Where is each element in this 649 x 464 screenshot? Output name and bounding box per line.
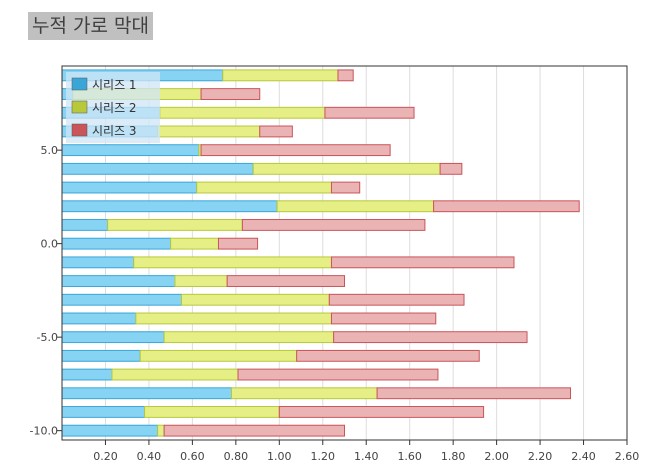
bar-segment-series-2 <box>159 106 326 119</box>
x-tick-label: 0.80 <box>224 450 249 463</box>
bar-segment-series-1 <box>61 331 165 344</box>
bar-segment-series-2 <box>157 424 165 437</box>
x-tick-label: 1.60 <box>397 450 422 463</box>
x-tick-label: 2.00 <box>484 450 509 463</box>
legend-label-series-3: 시리즈 3 <box>92 124 137 138</box>
bar-segment-series-3 <box>433 200 580 213</box>
bar-segment-series-3 <box>337 69 354 82</box>
x-tick-label: 0.60 <box>180 450 205 463</box>
bar-segment-series-1 <box>61 200 278 213</box>
bar-segment-series-3 <box>163 424 345 437</box>
bar-segment-series-3 <box>278 406 485 418</box>
bar-segment-series-3 <box>330 256 515 269</box>
x-tick-label: 2.20 <box>528 450 553 463</box>
x-tick-label: 0.40 <box>137 450 162 463</box>
bar-segment-series-1 <box>61 424 159 437</box>
bar-segment-series-3 <box>241 219 426 231</box>
bar-segment-series-3 <box>439 162 463 175</box>
bar-segment-series-3 <box>237 368 439 381</box>
y-tick-label: 0.0 <box>41 238 59 251</box>
x-tick-label: 0.20 <box>93 450 118 463</box>
bar-segment-series-1 <box>61 219 109 231</box>
bar-segment-series-3 <box>324 106 415 119</box>
bar-segment-series-3 <box>226 275 345 287</box>
legend-swatch-series-3 <box>71 123 88 137</box>
bar-segment-series-2 <box>135 312 332 325</box>
bar-segment-series-1 <box>61 237 172 250</box>
bar-segment-series-2 <box>222 69 339 82</box>
x-tick-label: 1.00 <box>267 450 292 463</box>
bar-segment-series-2 <box>174 275 228 287</box>
bar-segment-series-3 <box>217 237 259 250</box>
y-axis-ticks: 5.0 0.0 -5.0 -10.0 <box>30 144 62 438</box>
bar-segment-series-1 <box>61 312 137 325</box>
bar-segment-series-3 <box>259 125 293 138</box>
bar-segment-series-2 <box>276 200 435 213</box>
bar-segment-series-2 <box>139 349 298 362</box>
bar-segment-series-1 <box>61 181 198 194</box>
bar-segment-series-1 <box>61 275 176 287</box>
bar-segment-series-1 <box>61 256 135 269</box>
bar-segment-series-3 <box>333 331 528 344</box>
bar-segment-series-2 <box>133 256 332 269</box>
bar-segment-series-3 <box>330 312 437 325</box>
x-tick-label: 1.20 <box>311 450 336 463</box>
x-tick-label: 1.80 <box>441 450 466 463</box>
x-axis-ticks: 0.20 0.40 0.60 0.80 1.00 1.20 1.40 1.60 1.80 2.00… <box>93 440 639 463</box>
legend-swatch-series-2 <box>71 100 88 114</box>
bar-segment-series-1 <box>61 144 200 157</box>
bar-segment-series-1 <box>61 162 254 175</box>
bar-segment-series-3 <box>330 181 361 194</box>
bar-segment-series-1 <box>61 387 232 400</box>
y-tick-label: -5.0 <box>37 331 58 344</box>
bar-segment-series-2 <box>181 293 330 306</box>
legend: 시리즈 1 시리즈 2 시리즈 3 <box>66 72 160 143</box>
bar-segment-series-1 <box>61 406 146 418</box>
bar-segment-series-3 <box>200 88 261 100</box>
bar-segment-series-2 <box>231 387 378 400</box>
bar-segment-series-1 <box>61 349 141 362</box>
bar-segment-series-3 <box>376 387 571 400</box>
x-tick-label: 2.40 <box>571 450 596 463</box>
chart-title: 누적 가로 막대 <box>28 12 153 40</box>
bar-segment-series-2 <box>157 125 261 138</box>
bar-segment-series-2 <box>252 162 441 175</box>
plot-frame <box>61 65 628 441</box>
bar-segment-series-1 <box>61 293 183 306</box>
x-tick-label: 2.60 <box>615 450 640 463</box>
bar-segment-series-2 <box>196 181 332 194</box>
bar-segment-series-3 <box>328 293 465 306</box>
legend-label-series-1: 시리즈 1 <box>92 78 137 92</box>
bar-segment-series-3 <box>200 144 391 157</box>
x-tick-label: 1.40 <box>354 450 379 463</box>
y-tick-label: -10.0 <box>30 425 58 438</box>
bar-segment-series-2 <box>144 406 280 418</box>
grid-lines <box>104 66 628 440</box>
bar-segment-series-2 <box>170 237 219 250</box>
y-tick-label: 5.0 <box>41 144 59 157</box>
legend-label-series-2: 시리즈 2 <box>92 101 137 115</box>
bar-segment-series-2 <box>107 219 243 231</box>
legend-swatch-series-1 <box>71 77 88 91</box>
bar-segment-series-2 <box>163 331 335 344</box>
bar-segment-series-2 <box>111 368 239 381</box>
bar-segment-series-3 <box>296 349 480 362</box>
bar-segment-series-1 <box>61 368 113 381</box>
